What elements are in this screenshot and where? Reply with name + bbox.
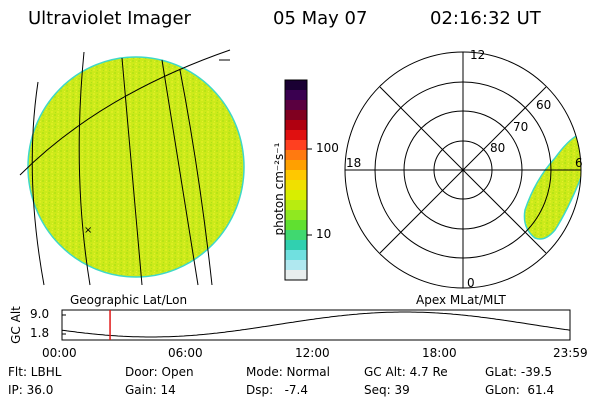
timeline-frame [61,309,571,341]
filter-info: Flt: LBHL [8,365,62,379]
longitude-line [31,81,45,286]
lat-label-70: 70 [513,120,529,134]
time-label: 02:16:32 UT [430,8,541,29]
colorbar-segment [285,250,307,261]
colorbar-segment [285,140,307,151]
latitude-line [19,49,231,176]
colorbar-segment [285,270,307,281]
mlt-label-18: 18 [346,156,362,170]
date-label: 05 May 07 [273,8,368,29]
altitude-curve [61,311,571,338]
door-info: Door: Open [125,365,194,379]
x-tick-label: 12:00 [295,346,330,360]
seq-info: Seq: 39 [364,383,410,397]
right-panel-caption: Apex MLat/MLT [416,293,506,307]
timeline-axis-label: GC Alt [9,306,23,344]
grid-marker: × [84,225,92,236]
longitude-line [121,57,143,286]
glat-info: GLat: -39.5 [485,365,552,379]
y-tick-label: 1.8 [30,326,50,340]
y-tick-label: 9.0 [30,307,50,321]
colorbar-segment [285,180,307,191]
lat-label-80: 80 [490,141,506,155]
longitude-line [179,69,213,286]
colorbar-segment [285,160,307,171]
mlt-label-12: 12 [470,48,486,62]
mlt-label-0: 0 [467,276,475,290]
colorbar-segment [285,200,307,211]
altitude-timeline [61,309,571,341]
dsp-info: Dsp: -7.4 [246,383,309,397]
ip-info: IP: 36.0 [8,383,54,397]
colorbar-segment [285,120,307,131]
colorbar-segment [285,190,307,201]
aurora-image [523,134,581,240]
colorbar-segment [285,210,307,221]
x-tick-label: 23:59 [553,346,588,360]
colorbar-frame [284,79,308,281]
colorbar-segment [285,170,307,181]
colorbar-segment [285,90,307,101]
x-tick-label: 18:00 [422,346,457,360]
colorbar-segment [285,100,307,111]
colorbar-segment [285,220,307,231]
colorbar-tick-label: 100 [316,141,339,155]
gain-info: Gain: 14 [125,383,176,397]
polar-diagonal [379,86,547,254]
x-tick-label: 00:00 [42,346,77,360]
colorbar-segment [285,130,307,141]
colorbar-segment [285,260,307,271]
colorbar-segment [285,230,307,241]
colorbar [285,80,307,281]
left-panel-caption: Geographic Lat/Lon [70,293,188,307]
mode-info: Mode: Normal [246,365,330,379]
colorbar-tick-label: 10 [316,227,332,241]
polar-plot [344,51,582,289]
longitude-line [161,59,199,286]
mlt-label-6: 6 [575,156,583,170]
instrument-title: Ultraviolet Imager [28,8,191,29]
longitude-line [78,51,91,286]
colorbar-segment [285,240,307,251]
colorbar-segment [285,150,307,161]
colorbar-segment [285,110,307,121]
gc-alt-info: GC Alt: 4.7 Re [364,365,448,379]
colorbar-segment [285,80,307,91]
glon-info: GLon: 61.4 [485,383,555,397]
x-tick-label: 06:00 [168,346,203,360]
colorbar-unit-label: photon cm⁻²s⁻¹ [272,142,286,236]
lat-label-60: 60 [536,98,552,112]
geographic-grid [19,49,231,286]
